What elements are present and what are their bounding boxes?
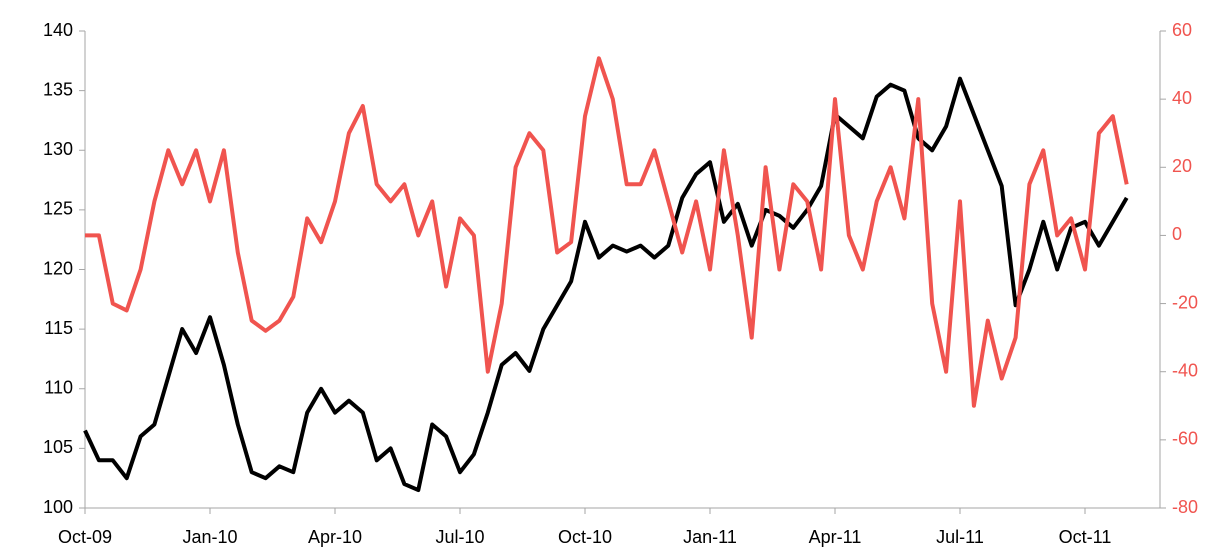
- x-tick-label: Apr-10: [308, 527, 362, 547]
- y-tick-label: 115: [44, 318, 73, 338]
- y-tick-label: 125: [43, 199, 73, 219]
- y-tick-label: 105: [43, 437, 73, 457]
- y-tick-label: 130: [43, 139, 73, 159]
- y2-tick-label: -40: [1172, 360, 1198, 380]
- x-tick-label: Jan-10: [182, 527, 237, 547]
- y-tick-label: 120: [43, 258, 73, 278]
- series-line: [83, 76, 1129, 493]
- y2-tick-label: -60: [1172, 429, 1198, 449]
- y2-tick-label: 20: [1172, 156, 1192, 176]
- series-line: [85, 56, 1129, 408]
- x-tick-label: Jan-11: [683, 527, 737, 547]
- x-tick-label: Oct-10: [558, 527, 612, 547]
- x-tick-label: Oct-11: [1059, 527, 1112, 547]
- y2-tick-label: 40: [1172, 88, 1192, 108]
- y-tick-label: 135: [43, 79, 73, 99]
- x-tick-label: Jul-11: [936, 527, 984, 547]
- y2-tick-label: -80: [1172, 497, 1198, 517]
- y-tick-label: 140: [43, 20, 73, 40]
- y2-tick-label: -20: [1172, 292, 1198, 312]
- x-tick-label: Apr-11: [809, 527, 862, 547]
- x-tick-label: Oct-09: [58, 527, 112, 547]
- y2-tick-label: 0: [1172, 224, 1182, 244]
- y-tick-label: 110: [44, 378, 73, 398]
- x-tick-label: Jul-10: [435, 527, 484, 547]
- y-tick-label: 100: [43, 497, 73, 517]
- y2-tick-label: 60: [1172, 20, 1192, 40]
